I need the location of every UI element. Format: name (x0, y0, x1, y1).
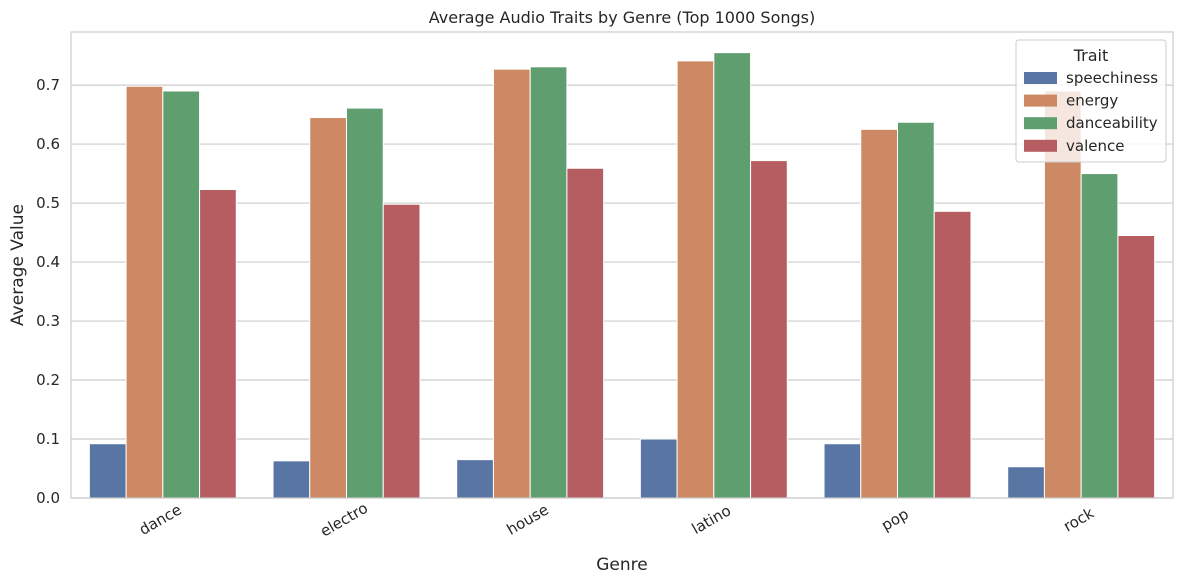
bar-danceability-dance (162, 90, 201, 499)
bar-valence-rock (1117, 235, 1156, 499)
x-axis-title: Genre (596, 555, 647, 575)
bar-danceability-pop (897, 121, 935, 499)
bar-speechiness-latino (639, 438, 678, 499)
bar-energy-house (492, 68, 531, 499)
legend-swatch-energy (1024, 94, 1057, 107)
x-tick-label: latino (689, 501, 734, 538)
legend-label-danceability: danceability (1066, 114, 1158, 132)
x-tick-label: rock (1060, 504, 1097, 536)
bar-speechiness-house (456, 459, 494, 499)
y-tick-labels: 0.0 0.1 0.2 0.3 0.4 0.5 0.6 0.7 (36, 76, 60, 507)
bar-valence-dance (199, 188, 237, 499)
bar-energy-pop (860, 128, 898, 499)
bar-speechiness-dance (88, 443, 127, 499)
bar-energy-electro (309, 117, 347, 499)
bar-valence-pop (933, 210, 972, 499)
bar-speechiness-electro (272, 460, 311, 499)
legend-label-speechiness: speechiness (1066, 69, 1158, 87)
x-tick-label: dance (136, 500, 185, 538)
y-tick-label: 0.3 (36, 312, 60, 330)
y-tick-label: 0.0 (36, 489, 60, 507)
bars (88, 52, 1156, 499)
plot-frame (70, 31, 1174, 499)
legend-label-valence: valence (1066, 137, 1124, 155)
bar-danceability-house (529, 66, 568, 499)
legend-swatch-speechiness (1024, 72, 1057, 84)
y-tick-label: 0.5 (36, 194, 60, 212)
legend-swatch-danceability (1024, 117, 1057, 130)
gridlines (71, 84, 1173, 499)
x-tick-label: pop (878, 505, 911, 535)
legend-items: speechiness energy danceability valence (1024, 69, 1158, 155)
legend-frame (1015, 39, 1167, 163)
bar-speechiness-pop (823, 443, 862, 499)
bar-valence-latino (750, 160, 788, 499)
y-axis-title: Average Value (8, 204, 28, 326)
bar-danceability-rock (1080, 173, 1119, 499)
legend: Trait speechiness energy danceability valen… (1015, 39, 1167, 163)
y-tick-label: 0.7 (36, 76, 60, 94)
bar-valence-house (566, 167, 605, 499)
bar-danceability-latino (713, 52, 752, 499)
legend-title: Trait (1073, 46, 1109, 65)
bar-energy-dance (125, 85, 164, 499)
bar-valence-electro (382, 203, 421, 499)
legend-label-energy: energy (1066, 92, 1118, 110)
bar-danceability-electro (346, 107, 384, 499)
y-tick-label: 0.1 (36, 430, 60, 448)
y-tick-label: 0.6 (36, 135, 60, 153)
x-tick-label: electro (317, 499, 371, 540)
y-tick-label: 0.2 (36, 371, 60, 389)
x-tick-label: house (504, 501, 552, 539)
y-tick-label: 0.4 (36, 253, 60, 271)
bar-speechiness-rock (1007, 466, 1045, 499)
bar-energy-latino (676, 60, 715, 499)
chart-title: Average Audio Traits by Genre (Top 1000 … (429, 8, 816, 27)
x-tick-labels: dance electro house latino pop rock (136, 499, 1097, 540)
legend-swatch-valence (1024, 139, 1057, 152)
